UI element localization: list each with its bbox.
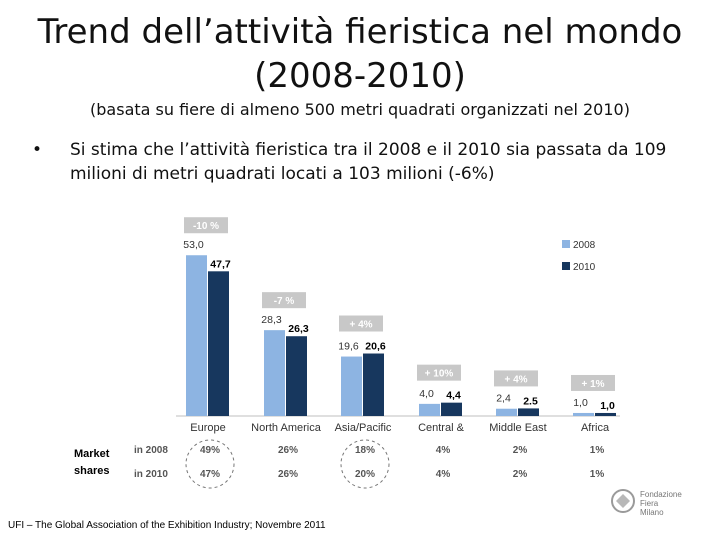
- bullet-text: Si stima che l’attività fieristica tra i…: [70, 140, 667, 184]
- category-label: North America: [251, 422, 322, 434]
- highlight-ellipse: [340, 439, 390, 489]
- legend-label: 2010: [573, 262, 596, 273]
- market-share-value: 4%: [436, 445, 451, 456]
- bar-2008: [496, 408, 517, 416]
- bar-2010: [208, 271, 229, 416]
- market-share-value: 1%: [590, 469, 605, 480]
- logo-text-line: Fiera: [640, 499, 659, 508]
- source-footer: UFI – The Global Association of the Exhi…: [8, 520, 326, 531]
- change-badge: [494, 370, 538, 387]
- change-label: -10 %: [193, 221, 219, 232]
- category-label: Middle East: [489, 422, 546, 434]
- value-label-2008: 28,3: [261, 314, 282, 326]
- market-share-value: 26%: [278, 469, 298, 480]
- market-share-value: 2%: [513, 469, 528, 480]
- market-shares-label: shares: [74, 465, 109, 477]
- slide-title: Trend dell’attività fieristica nel mondo…: [0, 10, 720, 98]
- bar-2010: [286, 336, 307, 416]
- change-label: + 1%: [581, 379, 604, 390]
- value-label-2010: 26,3: [288, 323, 309, 335]
- bar-2008: [573, 412, 594, 416]
- value-label-2010: 20,6: [365, 341, 386, 353]
- category-label: Africa: [581, 422, 610, 434]
- logo-text: Fondazione Fiera Milano: [640, 490, 682, 517]
- legend-swatch-2008: [562, 240, 570, 248]
- market-share-value: 2%: [513, 445, 528, 456]
- change-label: + 4%: [504, 374, 527, 385]
- bar-2010: [363, 353, 384, 416]
- change-label: -7 %: [274, 296, 295, 307]
- legend-label: 2008: [573, 240, 596, 251]
- change-badge: [571, 374, 615, 391]
- value-label-2008: 4,0: [419, 388, 434, 400]
- bar-2010: [441, 402, 462, 416]
- change-badge: [262, 292, 306, 309]
- category-label: Central &: [418, 422, 465, 434]
- change-badge: [339, 315, 383, 332]
- value-label-2010: 1,0: [600, 400, 615, 412]
- bar-2010: [518, 408, 539, 416]
- value-label-2010: 2.5: [523, 395, 538, 407]
- logo-text-line: Fondazione: [640, 490, 682, 499]
- market-share-value: 49%: [200, 445, 220, 456]
- market-share-row-label: in 2010: [134, 469, 168, 480]
- market-share-value: 18%: [355, 445, 375, 456]
- bar-2010: [595, 412, 616, 416]
- market-share-value: 1%: [590, 445, 605, 456]
- value-label-2008: 19,6: [338, 341, 359, 353]
- bar-2008: [186, 255, 207, 416]
- bullet-dot-icon: •: [32, 140, 43, 160]
- value-label-2010: 47,7: [210, 258, 231, 270]
- market-share-value: 20%: [355, 469, 375, 480]
- category-label: Europe: [190, 422, 225, 434]
- value-label-2008: 53,0: [183, 239, 204, 251]
- change-badge: [184, 217, 228, 234]
- value-label-2008: 2,4: [496, 393, 511, 405]
- title-line-1: Trend dell’attività fieristica nel mondo: [37, 12, 683, 52]
- change-label: + 4%: [349, 320, 372, 331]
- bar-2008: [419, 403, 440, 416]
- bar-2008: [264, 330, 285, 416]
- fiera-logo-icon: [611, 489, 635, 513]
- category-label: Asia/Pacific: [335, 422, 392, 434]
- legend-swatch-2010: [562, 262, 570, 270]
- regional-exhibition-chart: 53,0 47,7 -10 % Europe 28,3 26,3 -7 % North Ame…: [74, 217, 620, 489]
- value-label-2010: 4,4: [446, 390, 461, 402]
- value-label-2008: 1,0: [573, 397, 588, 409]
- market-share-value: 26%: [278, 445, 298, 456]
- highlight-ellipse: [185, 439, 235, 489]
- logo-text-line: Milano: [640, 508, 664, 517]
- title-line-2: (2008-2010): [254, 56, 466, 96]
- slide-subtitle: (basata su fiere di almeno 500 metri qua…: [90, 100, 630, 119]
- bullet-point: • Si stima che l’attività fieristica tra…: [32, 138, 682, 186]
- bar-2008: [341, 356, 362, 416]
- change-badge: [417, 364, 461, 381]
- market-shares-label: Market: [74, 448, 110, 460]
- market-share-value: 4%: [436, 469, 451, 480]
- change-label: + 10%: [425, 369, 454, 380]
- market-share-value: 47%: [200, 469, 220, 480]
- fondazione-fiera-logo: Fondazione Fiera Milano: [610, 488, 710, 520]
- market-share-row-label: in 2008: [134, 445, 168, 456]
